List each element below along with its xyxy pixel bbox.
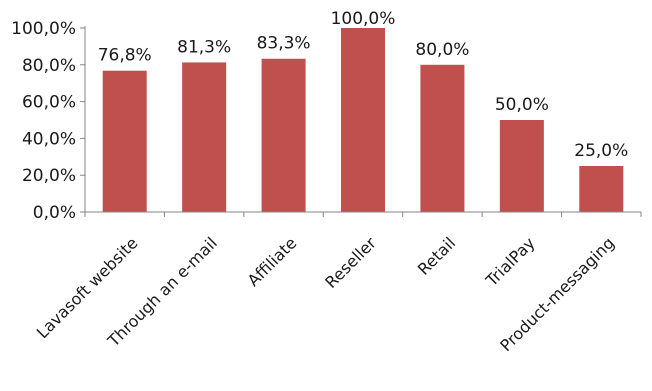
bar-0 [102, 70, 147, 212]
data-label-4: 80,0% [415, 40, 469, 60]
data-label-0: 76,8% [98, 46, 152, 66]
bar-3 [341, 28, 385, 212]
x-tick-label-4: Retail [414, 233, 459, 278]
bar-1 [182, 62, 227, 212]
bar-6 [579, 166, 624, 212]
data-label-5: 50,0% [495, 95, 549, 115]
y-tick-label-2: 40,0% [22, 129, 76, 149]
x-tick-label-5: TrialPay [481, 233, 538, 290]
x-tick-label-2: Affiliate [244, 233, 301, 290]
y-tick-labels-group: 0,0% 20,0% 40,0% 60,0% 80,0% 100,0% [11, 19, 76, 223]
y-tick-label-3: 60,0% [22, 93, 76, 113]
bar-4 [420, 64, 465, 212]
bar-5 [499, 120, 544, 212]
axes-group [80, 26, 642, 217]
data-labels-group: 76,8% 81,3% 83,3% 100,0% 80,0% 50,0% 25,0% [98, 9, 629, 161]
data-label-6: 25,0% [574, 141, 628, 161]
bars-group [102, 28, 624, 213]
data-label-3: 100,0% [331, 9, 396, 29]
data-label-1: 81,3% [177, 37, 231, 57]
y-tick-label-0: 0,0% [33, 203, 76, 223]
y-tick-label-4: 80,0% [22, 56, 76, 76]
y-tick-label-5: 100,0% [11, 19, 76, 39]
data-label-2: 83,3% [257, 34, 311, 54]
x-tick-label-3: Reseller [321, 233, 380, 292]
y-tick-label-1: 20,0% [22, 166, 76, 186]
bar-2 [261, 58, 306, 213]
